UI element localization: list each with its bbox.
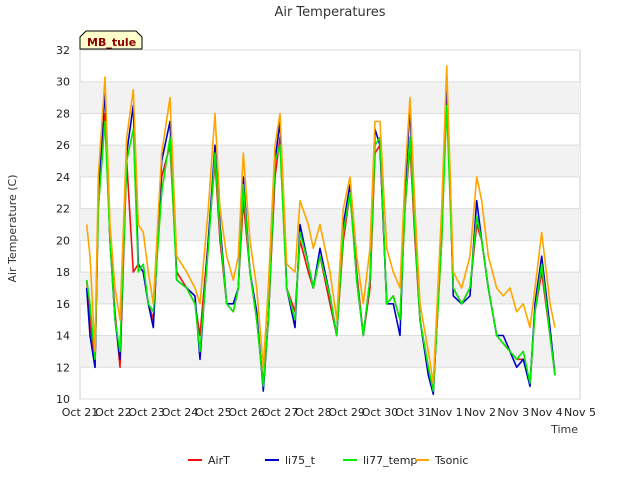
x-tick-label: Nov 5 [564, 406, 596, 419]
x-tick-label: Oct 24 [162, 406, 199, 419]
station-label: MB_tule [87, 36, 136, 49]
y-tick-labels: 10 12 14 16 18 20 22 24 26 28 30 32 [56, 44, 70, 406]
x-tick-label: Nov 1 [431, 406, 463, 419]
y-tick-label: 18 [56, 266, 70, 279]
series-lines [85, 65, 556, 396]
y-tick-label: 16 [56, 298, 70, 311]
legend-item-label: Tsonic [434, 454, 468, 467]
legend: AirT li75_t li77_temp Tsonic [188, 454, 468, 467]
y-tick-label: 12 [56, 361, 70, 374]
x-tick-label: Oct 26 [228, 406, 265, 419]
x-tick-label: Oct 27 [262, 406, 299, 419]
y-tick-label: 32 [56, 44, 70, 57]
x-tick-label: Oct 29 [328, 406, 365, 419]
grid-band [80, 208, 580, 241]
x-tick-label: Nov 2 [464, 406, 496, 419]
y-tick-label: 20 [56, 234, 70, 247]
legend-item-label: li75_t [285, 454, 316, 467]
chart-title: Air Temperatures [274, 5, 385, 20]
y-tick-label: 22 [56, 203, 70, 216]
y-tick-label: 10 [56, 393, 70, 406]
x-tick-label: Oct 31 [395, 406, 432, 419]
x-tick-label: Oct 22 [95, 406, 132, 419]
x-tick-label: Nov 4 [531, 406, 563, 419]
x-axis-label: Time [550, 423, 578, 436]
grid-band [80, 145, 580, 177]
x-tick-label: Oct 28 [295, 406, 332, 419]
x-tick-label: Oct 21 [62, 406, 99, 419]
station-label-box: MB_tule [79, 30, 143, 50]
grid-band [80, 81, 580, 114]
x-tick-label: Oct 25 [195, 406, 232, 419]
series-line-tsonic [85, 65, 556, 384]
y-axis-label: Air Temperature (C) [6, 174, 19, 282]
y-tick-label: 24 [56, 171, 70, 184]
y-tick-label: 26 [56, 139, 70, 152]
y-tick-label: 14 [56, 330, 70, 343]
x-tick-label: Nov 3 [497, 406, 529, 419]
y-tick-label: 30 [56, 76, 70, 89]
legend-item-label: AirT [208, 454, 230, 467]
series-line-li77-temp [85, 104, 556, 392]
x-tick-label: Oct 23 [128, 406, 165, 419]
x-tick-label: Oct 30 [362, 406, 399, 419]
grid-band [80, 335, 580, 368]
legend-item-label: li77_temp [363, 454, 417, 467]
y-tick-label: 28 [56, 107, 70, 120]
